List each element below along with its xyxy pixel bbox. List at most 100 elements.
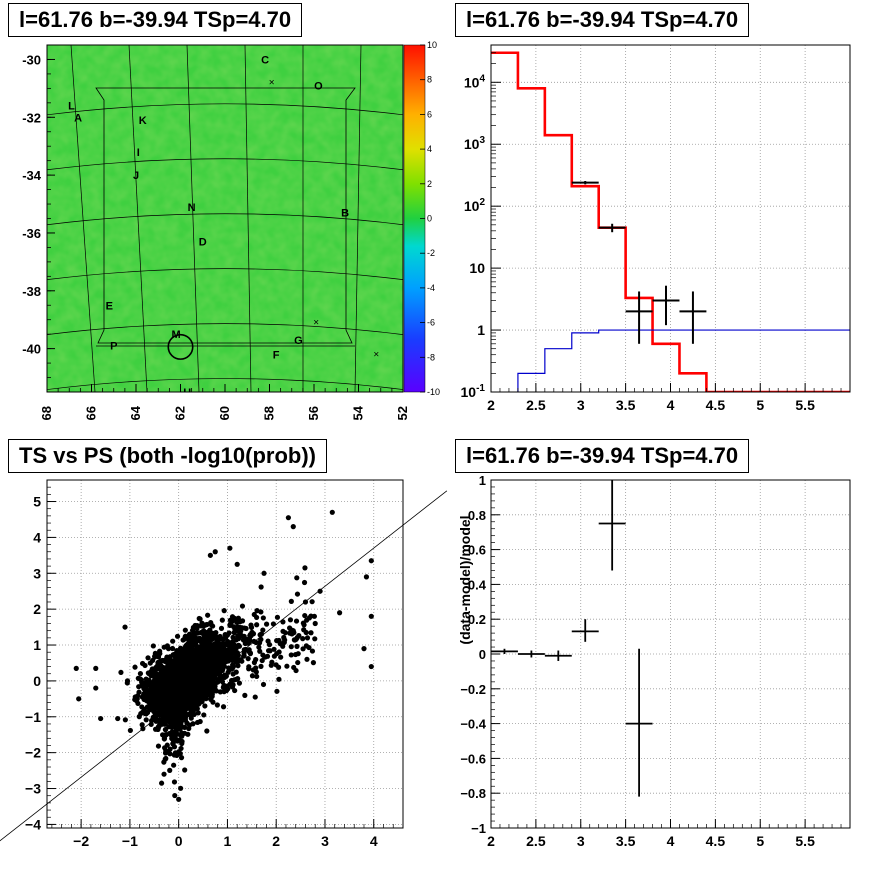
scatter-point [271,646,277,652]
residual-x-tick-label: 5 [756,833,764,849]
scatter-point [183,654,189,661]
scatter-point [259,657,265,664]
scatter-point [163,732,169,738]
scatter-point [254,622,260,628]
scatter-point [167,654,173,660]
scatter-point [166,715,172,722]
scatter-point [253,657,259,663]
scatter-x-tick-label: −2 [73,833,89,849]
scatter-point [234,619,240,625]
skymap-x-tick-label: 56 [306,406,321,420]
skymap-title: l=61.76 b=-39.94 TSp=4.70 [8,3,303,37]
scatter-point [122,717,128,723]
scatter-point [115,715,121,722]
skymap-parallel [47,213,403,226]
skymap-source-label: L [68,101,75,113]
skymap-parallel [47,158,403,171]
scatter-point [230,671,236,677]
scatter-point [290,524,296,530]
spectrum-data-point [598,223,626,233]
skymap-axes: 68 66 64 62 60 58 56 54 52 -30 -32 -34 -36 -38 -40 [22,44,410,420]
scatter-point [226,646,232,652]
scatter-point [147,687,153,693]
scatter-point [368,558,374,564]
scatter-point [191,663,197,669]
scatter-point [213,649,219,655]
scatter-point [127,727,133,734]
scatter-point [235,642,242,648]
scatter-y-tick-label: 5 [33,494,41,510]
scatter-point [158,668,165,675]
skymap-source-label: K [139,115,147,127]
spectrum-y-tick-label: 102 [464,197,486,214]
scatter-point [152,650,158,656]
scatter-point [141,686,147,692]
scatter-point [270,621,277,627]
scatter-y-tick-label: −1 [25,709,41,725]
scatter-point [137,670,144,677]
colorbar-tick-label: -6 [427,318,435,328]
scatter-point [175,650,181,657]
colorbar-tick-label: -4 [427,283,435,293]
scatter-point [201,653,207,659]
scatter-point [253,665,259,671]
scatter-point [258,584,264,590]
scatter-point [159,718,165,725]
scatter-point [171,779,178,785]
scatter-point [177,708,183,714]
scatter-point [178,755,185,761]
scatter-point [186,631,193,637]
skymap-x-tick-label: 64 [128,405,143,420]
scatter-point [300,646,306,652]
scatter-point [187,670,193,676]
scatter-point [294,591,301,597]
skymap-parallel [47,323,403,335]
scatter-point [176,796,182,802]
colorbar-tick-label: -8 [427,352,435,362]
scatter-point [235,633,241,639]
scatter-point [153,705,159,711]
scatter-point [182,684,188,690]
scatter-point [203,688,209,694]
residual-data-point [491,648,518,654]
scatter-point [288,652,294,658]
skymap-meridian [70,45,96,392]
residual-x-tick-label: 2 [487,833,495,849]
scatter-point [247,651,253,657]
scatter-point [167,767,173,773]
scatter-point [288,644,294,650]
scatter-point [179,733,185,739]
skymap-parallel [47,378,403,390]
spectrum-data-point [571,180,599,185]
scatter-point [235,615,241,621]
scatter-point [209,631,215,637]
scatter-panel: −2 −1 0 1 2 3 4 −4 −3 −2 −1 0 1 2 3 4 5 [0,479,448,849]
residual-data-point [571,619,599,642]
spectrum-y-tick-label: 104 [464,73,486,90]
scatter-point [93,665,99,671]
scatter-point [184,642,190,648]
scatter-point [170,638,176,644]
scatter-point [155,743,162,749]
scatter-point [230,682,236,688]
spectrum-series [491,51,850,392]
scatter-point [195,710,201,716]
residual-ylabel: (data-model)/model [457,515,473,644]
scatter-point [253,669,259,675]
residual-title: l=61.76 b=-39.94 TSp=4.70 [455,439,750,473]
scatter-point [169,645,176,652]
scatter-point [122,624,128,630]
scatter-point [293,618,300,624]
skymap-source-label: B [341,208,349,220]
skymap-cross-marker: × [269,78,275,89]
scatter-point [201,639,208,645]
scatter-point [212,549,218,555]
scatter-point [166,668,173,674]
scatter-point [214,638,220,645]
scatter-point [146,677,152,683]
residual-panel: 2 2.5 3 3.5 4 4.5 5 5.5 −1 −0.8 −0.6 −0.4 −0.2 0 0.2 0.… [457,473,851,849]
scatter-point [308,630,314,636]
scatter-point [218,625,225,631]
scatter-point [219,679,226,685]
scatter-point [155,666,161,672]
